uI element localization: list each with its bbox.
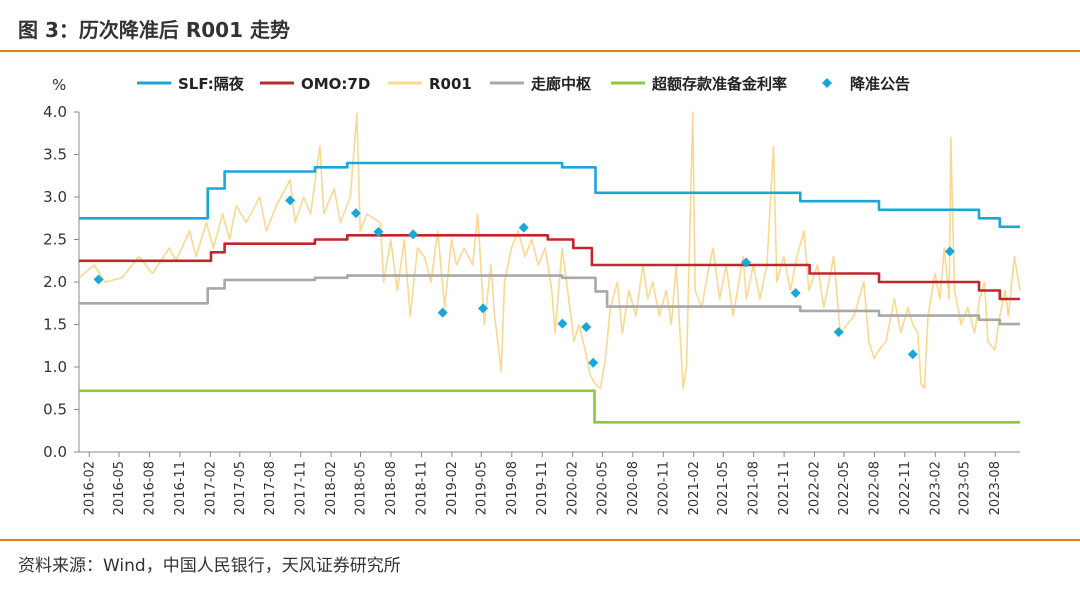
y-axis-unit: %: [52, 76, 66, 94]
x-tick-label: 2022-11: [898, 461, 913, 515]
x-tick-label: 2016-08: [142, 461, 157, 515]
series-line-走廊中枢: [79, 274, 1020, 326]
series-line-超额存款准备金利率: [79, 389, 1020, 424]
legend-label: OMO:7D: [301, 75, 370, 93]
marker-layer: [93, 195, 955, 368]
x-tick-label: 2017-11: [294, 461, 309, 515]
x-tick-label: 2017-05: [233, 461, 248, 515]
x-tick-label: 2017-02: [203, 461, 218, 515]
y-tick-label: 3.5: [43, 146, 67, 164]
y-tick-label: 4.0: [43, 103, 67, 121]
series-line-SLF:隔夜: [79, 161, 1020, 229]
legend-label: 超额存款准备金利率: [651, 75, 787, 93]
x-tick-label: 2019-08: [505, 461, 520, 515]
y-tick-label: 2.0: [43, 273, 67, 291]
x-tick-label: 2020-02: [566, 461, 581, 515]
rrr-cut-marker: [944, 246, 955, 257]
y-tick-label: 1.5: [43, 316, 67, 334]
source-rule: [0, 539, 1080, 541]
x-tick-label: 2020-11: [656, 461, 671, 515]
x-tick-label: 2022-05: [837, 461, 852, 515]
rrr-cut-marker: [285, 195, 296, 206]
rrr-cut-marker: [833, 327, 844, 338]
x-tick-label: 2019-11: [535, 461, 550, 515]
series-layer: [78, 111, 1021, 424]
x-tick-label: 2020-08: [626, 461, 641, 515]
rrr-cut-marker: [437, 307, 448, 318]
x-tick-label: 2018-02: [324, 461, 339, 515]
x-tick-label: 2018-05: [354, 461, 369, 515]
x-tick-label: 2016-02: [82, 461, 97, 515]
rrr-cut-marker: [741, 257, 752, 268]
rrr-cut-marker: [790, 288, 801, 299]
x-tick-label: 2022-02: [808, 461, 823, 515]
x-tick-label: 2018-11: [414, 461, 429, 515]
x-tick-label: 2017-08: [263, 461, 278, 515]
series-line-R001: [78, 111, 1021, 390]
rrr-cut-marker: [93, 274, 104, 285]
source-note: 资料来源：Wind，中国人民银行，天风证券研究所: [18, 556, 401, 576]
legend-label: R001: [429, 75, 472, 93]
title-rule: [0, 50, 1080, 52]
x-tick-label: 2016-11: [173, 461, 188, 515]
rrr-cut-marker: [373, 226, 384, 237]
rrr-cut-marker: [518, 222, 529, 233]
y-tick-label: 0.0: [43, 443, 67, 461]
x-tick-label: 2023-08: [988, 461, 1003, 515]
legend-label: 降准公告: [850, 75, 910, 93]
legend-swatch-marker: [822, 78, 832, 88]
figure-title: 图 3：历次降准后 R001 走势: [18, 18, 290, 42]
rrr-cut-marker: [350, 208, 361, 219]
rrr-cut-marker: [408, 229, 419, 240]
y-tick-label: 2.5: [43, 231, 67, 249]
rrr-cut-marker: [477, 303, 488, 314]
x-tick-label: 2021-11: [777, 461, 792, 515]
x-tick-label: 2020-05: [595, 461, 610, 515]
x-tick-label: 2019-05: [474, 461, 489, 515]
rrr-cut-marker: [588, 357, 599, 368]
x-tick-label: 2023-05: [958, 461, 973, 515]
axes-layer: 4.0 3.5 3.0 2.5 2.0 1.5 1.0 0.5 0.0 2016-02 2016-0…: [43, 103, 1020, 515]
y-tick-label: 1.0: [43, 358, 67, 376]
x-tick-label: 2018-08: [384, 461, 399, 515]
legend-label: 走廊中枢: [531, 75, 591, 93]
x-tick-label: 2019-02: [445, 461, 460, 515]
rrr-cut-marker: [557, 318, 568, 329]
y-tick-label: 0.5: [43, 401, 67, 419]
x-tick-label: 2021-02: [687, 461, 702, 515]
legend: SLF:隔夜 OMO:7D R001 走廊中枢 超额存款准备金利率 降准公告: [137, 75, 910, 93]
rrr-cut-marker: [907, 349, 918, 360]
x-tick-label: 2021-08: [747, 461, 762, 515]
x-tick-label: 2023-02: [928, 461, 943, 515]
y-tick-label: 3.0: [43, 188, 67, 206]
x-tick-label: 2021-05: [716, 461, 731, 515]
rrr-cut-marker: [581, 322, 592, 333]
series-line-OMO:7D: [79, 234, 1020, 301]
x-tick-label: 2022-08: [867, 461, 882, 515]
legend-label: SLF:隔夜: [178, 75, 245, 93]
x-tick-label: 2016-05: [112, 461, 127, 515]
